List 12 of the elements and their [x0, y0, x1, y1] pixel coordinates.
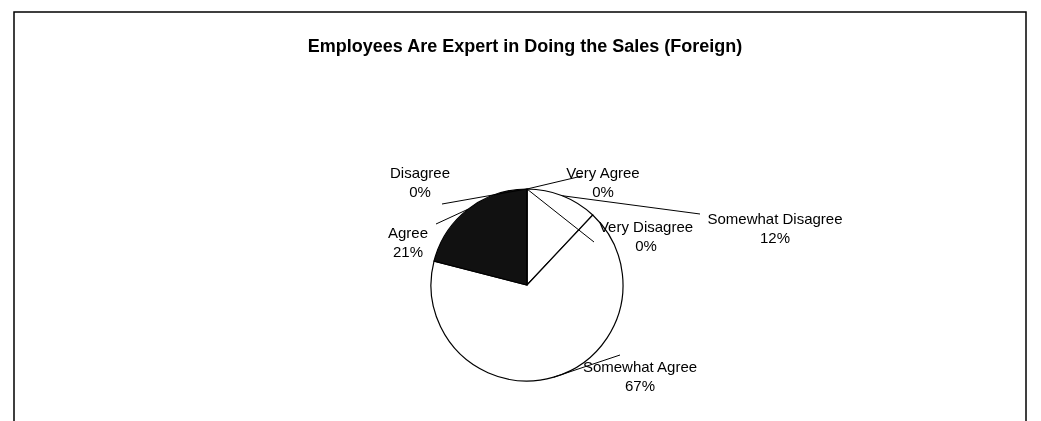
text: 0% — [635, 237, 657, 254]
data-label: 67% — [624, 377, 656, 394]
text: 0% — [409, 183, 431, 200]
slice-label: Somewhat Agree — [582, 358, 698, 375]
chart-title: Employees Are Expert in Doing the Sales (Foreign) — [307, 36, 743, 56]
category-label: Disagree — [389, 164, 451, 181]
slice-label: Somewhat Disagree — [707, 210, 843, 227]
category-label: Very Agree — [566, 164, 640, 181]
text: 0% — [592, 183, 614, 200]
data-label: 12% — [759, 229, 791, 246]
slice-label: Agree — [387, 224, 429, 241]
data-label: 21% — [392, 243, 424, 260]
